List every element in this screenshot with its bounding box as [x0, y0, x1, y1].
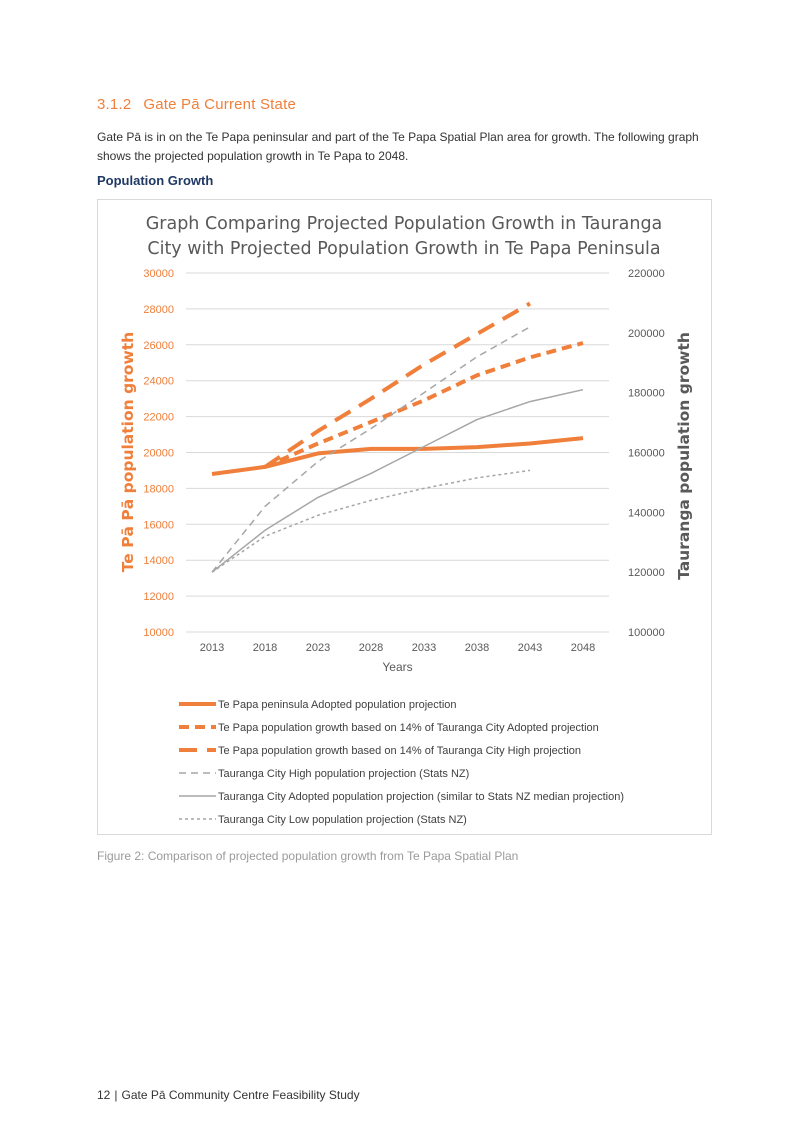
legend-entry: Tauranga City Low population projection …	[218, 814, 467, 826]
series-line-5	[211, 388, 584, 573]
section-heading: 3.1.2 Gate Pā Current State	[97, 96, 296, 113]
series-line-6	[211, 469, 531, 573]
right-tick-label: 100000	[628, 627, 665, 639]
left-tick-label: 20000	[143, 448, 174, 460]
legend-entry: Te Papa population growth based on 14% o…	[218, 745, 581, 757]
right-axis-label: Tauranga population growth	[675, 332, 693, 580]
legend-entry: Tauranga City Adopted population project…	[218, 791, 624, 803]
footer-separator: |	[114, 1088, 118, 1102]
x-tick-label: 2023	[306, 642, 330, 654]
page-number: 12	[97, 1088, 111, 1102]
x-tick-label: 2018	[253, 642, 277, 654]
chart-svg: Graph Comparing Projected Population Gro…	[119, 214, 693, 826]
right-tick-label: 220000	[628, 268, 665, 280]
chart-title-line: City with Projected Population Growth in…	[147, 239, 660, 259]
figure-caption: Figure 2: Comparison of projected popula…	[97, 849, 519, 863]
series-line-2	[264, 341, 584, 469]
series-line-1	[211, 436, 584, 476]
left-tick-label: 18000	[143, 483, 174, 495]
left-tick-label: 10000	[143, 627, 174, 639]
subheading: Population Growth	[97, 173, 214, 188]
series-line-4	[211, 326, 531, 573]
population-chart: Graph Comparing Projected Population Gro…	[97, 199, 712, 835]
intro-paragraph: Gate Pā is in on the Te Papa peninsular …	[97, 130, 699, 163]
x-axis-label: Years	[382, 660, 412, 674]
right-tick-label: 200000	[628, 328, 665, 340]
left-tick-label: 30000	[143, 268, 174, 280]
chart-title-line: Graph Comparing Projected Population Gro…	[146, 214, 663, 234]
section-number: 3.1.2	[97, 96, 132, 113]
x-tick-label: 2028	[359, 642, 383, 654]
legend-entry: Te Papa peninsula Adopted population pro…	[218, 699, 457, 711]
x-tick-label: 2033	[412, 642, 436, 654]
left-tick-label: 24000	[143, 376, 174, 388]
right-tick-label: 160000	[628, 448, 665, 460]
legend-entry: Tauranga City High population projection…	[218, 768, 469, 780]
left-tick-label: 12000	[143, 591, 174, 603]
right-tick-label: 180000	[628, 388, 665, 400]
series-line-3	[263, 301, 531, 469]
page-footer: 12 | Gate Pā Community Centre Feasibility …	[97, 1088, 360, 1102]
section-title: Gate Pā Current State	[143, 96, 296, 113]
left-tick-label: 26000	[143, 340, 174, 352]
left-tick-label: 14000	[143, 555, 174, 567]
legend-entry: Te Papa population growth based on 14% o…	[218, 722, 599, 734]
left-axis-label: Te Pā Pā population growth	[119, 332, 137, 572]
left-tick-label: 16000	[143, 519, 174, 531]
x-tick-label: 2048	[571, 642, 595, 654]
x-tick-label: 2043	[518, 642, 542, 654]
x-tick-label: 2038	[465, 642, 489, 654]
footer-title: Gate Pā Community Centre Feasibility Stu…	[121, 1088, 360, 1102]
right-tick-label: 120000	[628, 567, 665, 579]
left-tick-label: 28000	[143, 304, 174, 316]
right-tick-label: 140000	[628, 507, 665, 519]
x-tick-label: 2013	[200, 642, 224, 654]
left-tick-label: 22000	[143, 412, 174, 424]
